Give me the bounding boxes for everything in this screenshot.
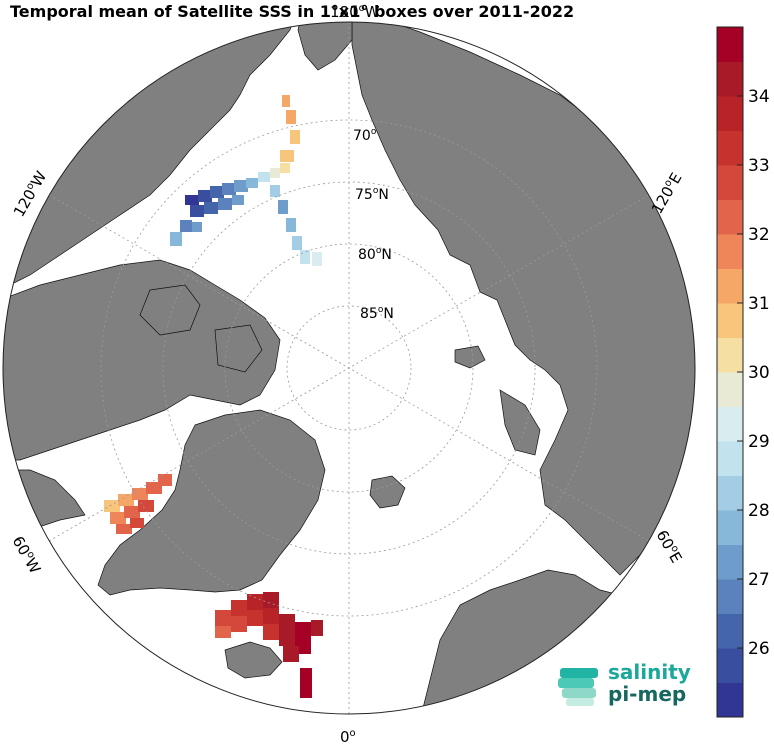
land-franz-josef <box>454 345 486 369</box>
logo-wave-icon <box>558 668 598 706</box>
page-title: Temporal mean of Satellite SSS in 1°x1° … <box>10 2 575 21</box>
salinity-pi-mep-logo: salinity pi-mep <box>556 660 696 710</box>
land-archipelago-island <box>139 284 201 336</box>
lon-label-60w: 60oW <box>9 533 45 577</box>
land-novaya-zemlya <box>499 389 541 456</box>
parallel-70 <box>100 119 598 617</box>
lat-label-80: 80oN <box>358 246 392 263</box>
sss-cells-beaufort <box>170 95 322 266</box>
lon-label-120e: 120oE <box>648 170 686 217</box>
graticule <box>48 22 650 714</box>
lon-label-60e: 60oE <box>653 527 686 566</box>
land-greenland <box>97 409 326 596</box>
meridian-60w-120e <box>48 194 650 542</box>
land-svalbard <box>369 475 406 509</box>
land-chukotka <box>297 22 353 71</box>
sss-cells-nordic-seas <box>215 592 323 698</box>
parallel-85 <box>286 305 412 431</box>
lat-label-75: 75oN <box>355 186 389 203</box>
lon-label-180w: 180oW <box>330 3 380 21</box>
land-canadian-archipelago <box>3 259 281 461</box>
lat-label-70: 70o <box>353 127 377 144</box>
sss-cells-baffin <box>104 474 172 534</box>
land-archipelago-island <box>214 324 263 373</box>
logo-text-pi-mep: pi-mep <box>608 682 687 706</box>
land-iceland <box>224 641 283 679</box>
lon-label-0: 0o <box>340 728 356 746</box>
parallel-80 <box>224 243 474 493</box>
map-frame <box>2 21 696 715</box>
logo-text-salinity: salinity <box>608 660 691 684</box>
lat-label-85: 85oN <box>360 305 394 322</box>
